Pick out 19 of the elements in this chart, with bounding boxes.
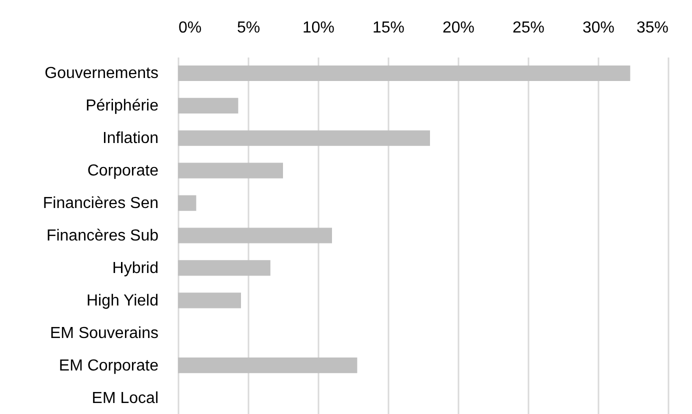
x-tick-label: 15% — [372, 20, 405, 36]
x-tick-label: 5% — [236, 20, 260, 36]
y-tick-label: Inflation — [102, 130, 158, 148]
y-tick-label: High Yield — [86, 292, 158, 310]
y-tick-label: EM Corporate — [58, 357, 159, 374]
x-tick-label: 0% — [178, 20, 202, 36]
x-tick-label: 35% — [636, 20, 668, 36]
y-tick-label: EM Local — [92, 390, 158, 407]
x-tick-label: 20% — [442, 20, 475, 36]
x-tick-label: 10% — [302, 20, 335, 36]
y-tick-label: Hybrid — [112, 260, 158, 277]
y-tick-label: EM Souverains — [50, 324, 158, 342]
x-tick-label: 30% — [582, 20, 615, 36]
y-tick-label: Financères Sub — [46, 228, 159, 244]
y-tick-label: Financières Sen — [42, 195, 158, 212]
y-tick-label: Périphérie — [86, 98, 159, 115]
x-tick-label: 25% — [512, 20, 545, 36]
y-tick-label: Corporate — [87, 162, 159, 180]
y-tick-label: Gouvernements — [44, 65, 158, 82]
